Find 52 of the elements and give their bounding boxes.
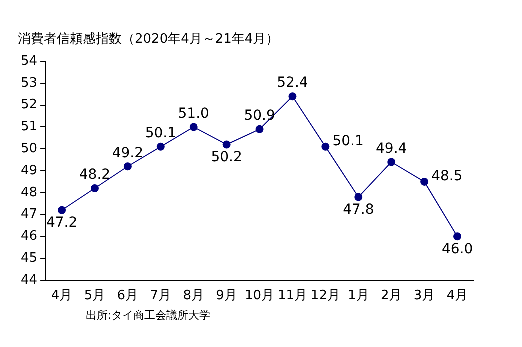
text: 49.2 [112,145,144,162]
y-tick-label: 45 [20,250,38,266]
point [222,140,231,149]
text: 出所:タイ商工会議所大学 [86,308,211,322]
point [454,232,462,241]
text: 50.9 [244,108,276,124]
x-tick-label: 3月 [414,288,436,304]
x-tick-label: 6月 [117,288,139,304]
text: 52.4 [277,75,308,92]
point [322,142,330,151]
y-tick-label: 46 [20,229,38,244]
point [388,158,396,166]
x-tick-label: 5月 [84,288,106,304]
point [256,125,264,134]
text: 50.1 [145,126,176,142]
y-tick-label: 47 [20,207,38,222]
x-tick-label: 11月 [278,288,308,304]
x-tick-label: 10月 [245,288,275,304]
x-tick-label: 1月 [348,288,370,304]
y-tick-label: 51 [20,120,38,135]
text: 50.1 [332,134,364,150]
y-tick-label: 49 [20,163,38,178]
point [156,142,165,151]
point [354,193,363,202]
x-tick-label: 9月 [216,288,238,304]
x-tick-label: 7月 [150,288,172,304]
y-tick-label: 52 [20,98,38,113]
y-tick-label: 44 [20,272,38,288]
y-tick-label: 50 [20,141,38,156]
point [124,162,132,171]
y-tick-label: 54 [20,54,38,69]
point [58,206,66,214]
x-tick-label: 4月 [51,288,73,304]
text: 47.8 [343,202,374,218]
x-tick-label: 4月 [446,288,468,304]
point [288,92,297,101]
x-tick-label: 8月 [183,288,204,304]
x-tick-label: 2月 [380,288,402,304]
text: 46.0 [442,241,474,258]
x-tick-label: 12月 [310,288,340,304]
text: 48.2 [79,167,111,184]
y-tick-label: 48 [20,185,38,200]
point [420,178,429,186]
text: 48.5 [432,168,463,185]
text: 51.0 [178,106,210,122]
text: 47.2 [46,215,78,232]
text: 49.4 [376,140,408,157]
y-tick-label: 53 [20,76,38,91]
text: 50.2 [211,149,242,166]
chart-title: 消費者信頼感指数（2020年4月～21年4月） [18,32,280,48]
point [90,184,99,193]
point [190,123,198,132]
